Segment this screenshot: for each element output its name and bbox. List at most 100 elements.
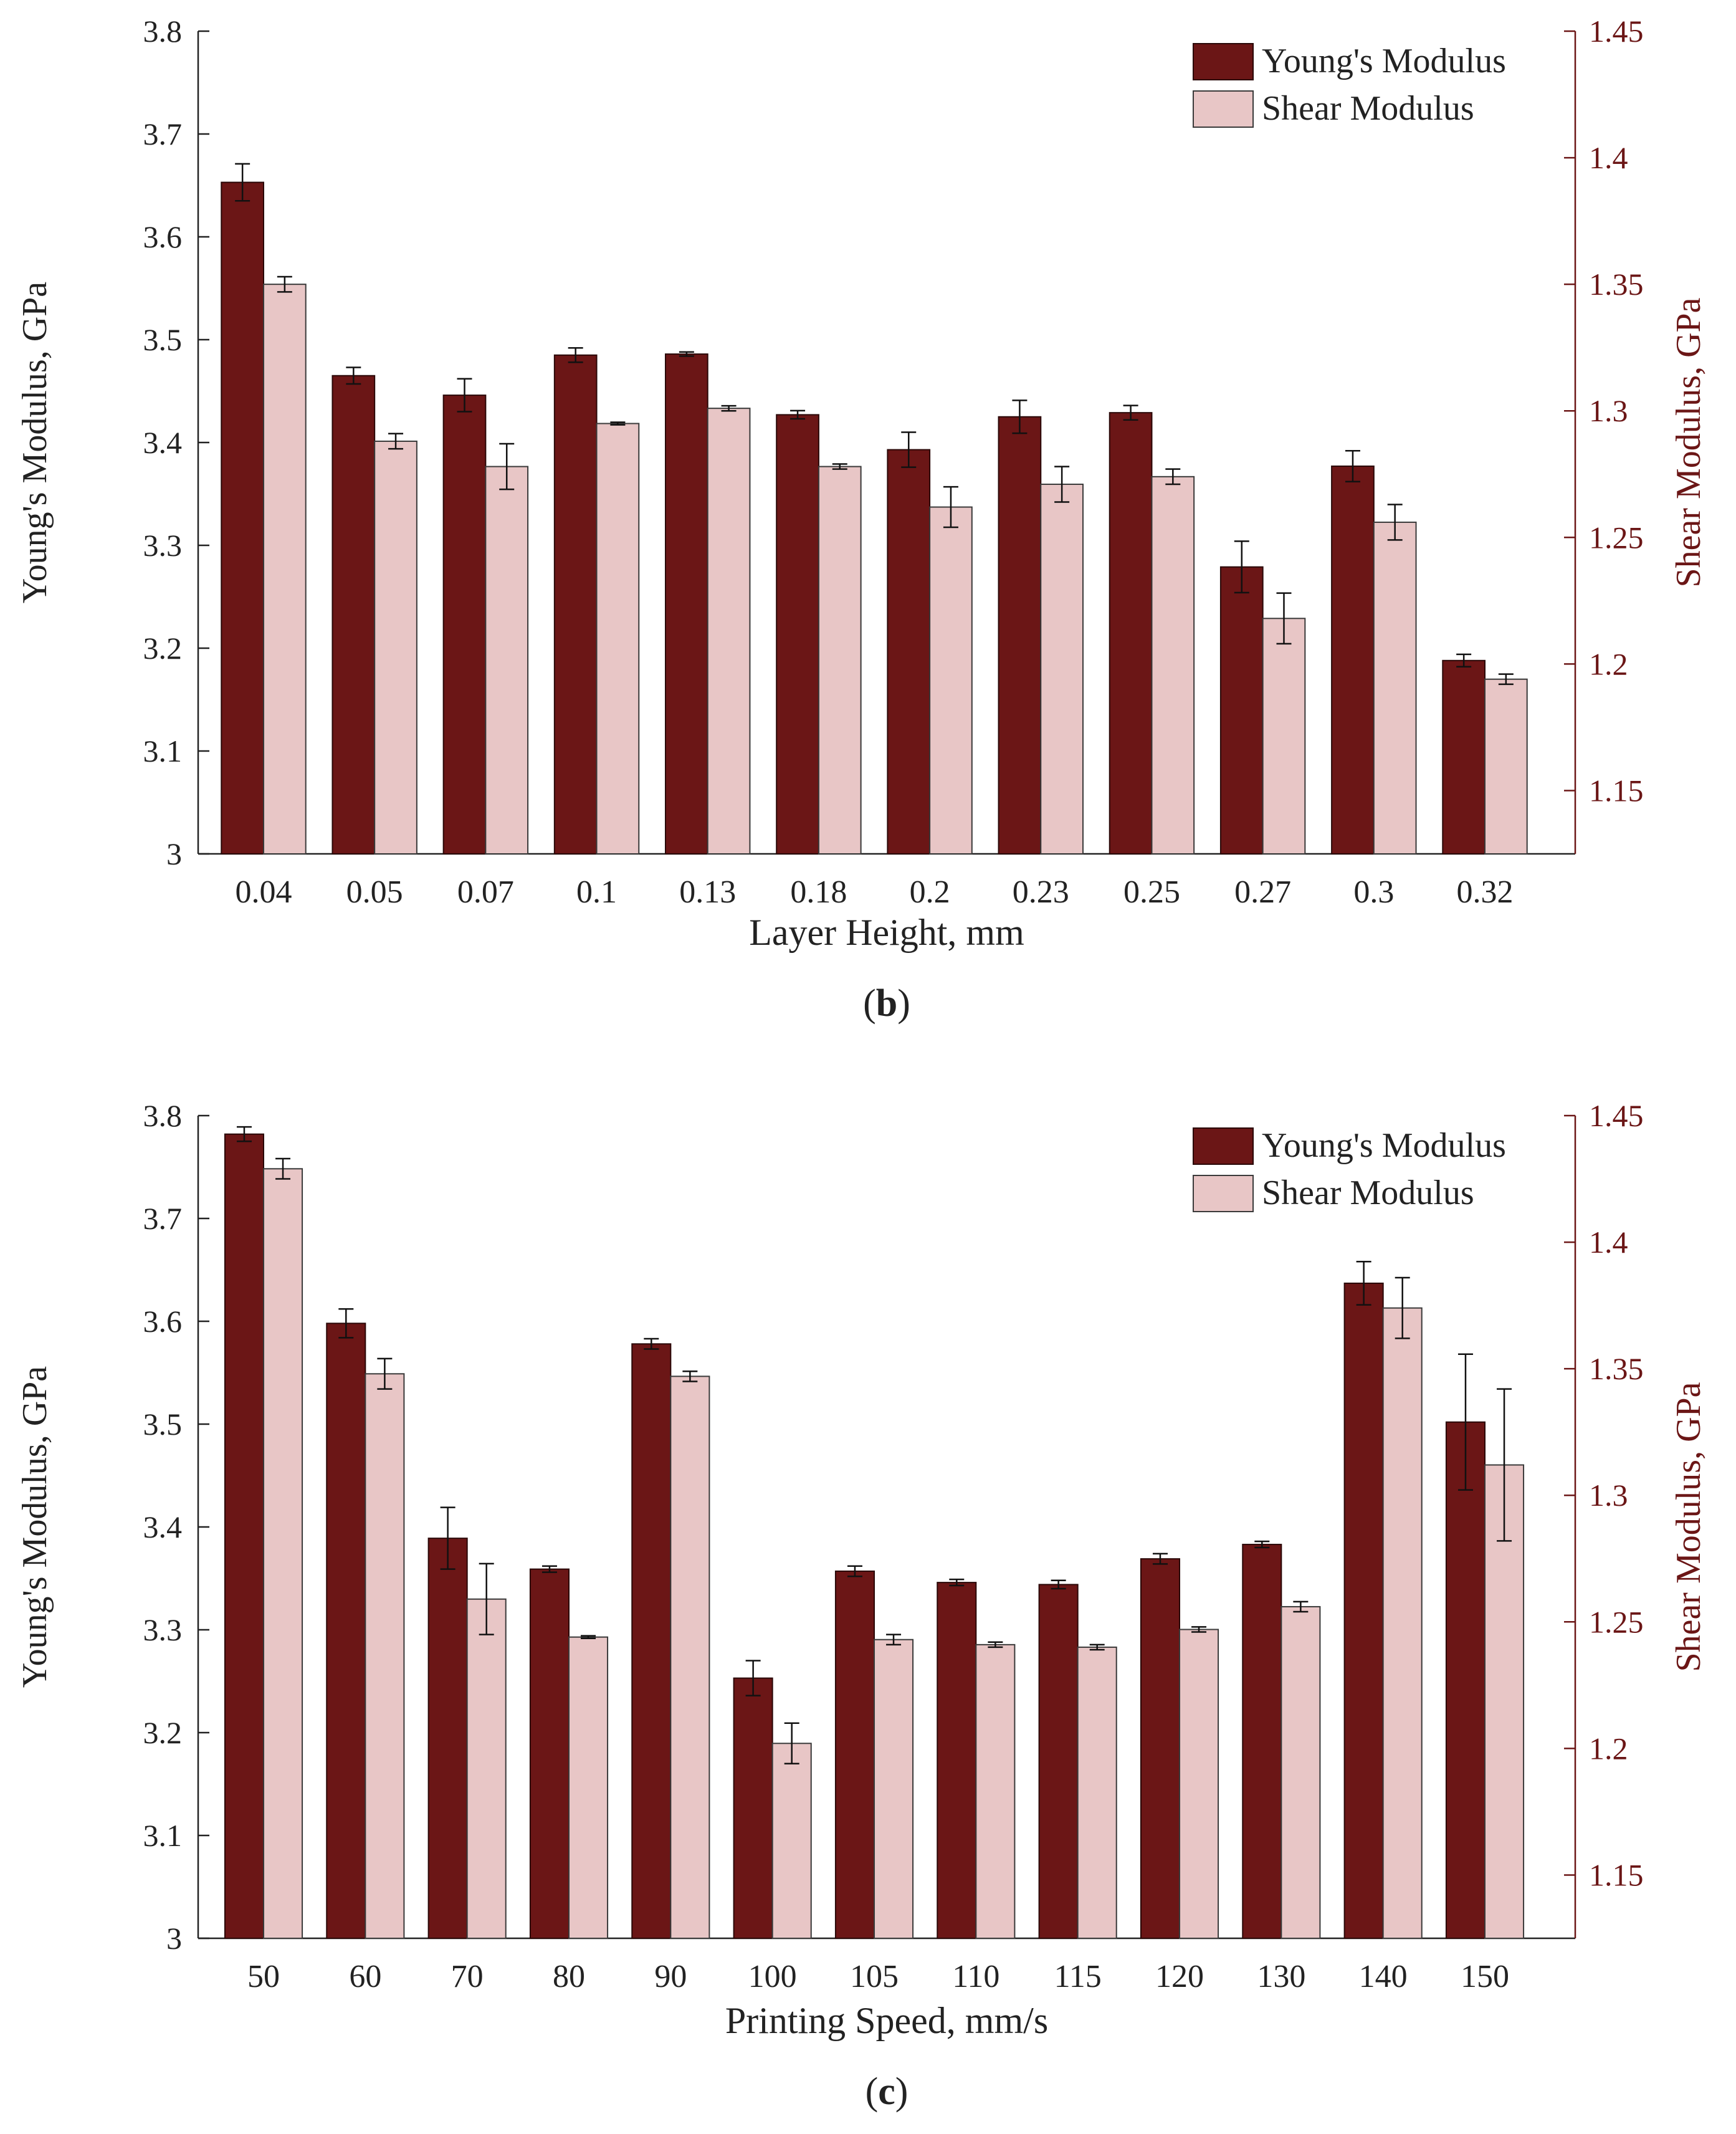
young-modulus-bar bbox=[733, 1677, 773, 1940]
shear-modulus-bar bbox=[670, 1376, 710, 1939]
x-tick-label: 115 bbox=[1054, 1959, 1102, 1994]
left-y-tick-label: 3.1 bbox=[143, 1818, 183, 1853]
x-tick-label: 150 bbox=[1461, 1959, 1509, 1994]
legend-label-shear-modulus: Shear Modulus bbox=[1262, 89, 1474, 128]
x-tick-label: 0.05 bbox=[346, 874, 403, 910]
young-modulus-bar bbox=[834, 1570, 875, 1939]
right-y-tick-label: 1.2 bbox=[1589, 1731, 1628, 1766]
right-y-tick-label: 1.15 bbox=[1589, 1857, 1644, 1892]
young-modulus-bar bbox=[776, 414, 819, 854]
shear-modulus-bar bbox=[365, 1373, 405, 1939]
x-tick-label: 80 bbox=[553, 1959, 585, 1994]
panel-label-letter: c bbox=[878, 2070, 895, 2113]
shear-modulus-bar bbox=[1373, 521, 1417, 854]
x-tick-label: 140 bbox=[1359, 1959, 1408, 1994]
young-modulus-bar bbox=[1442, 659, 1486, 855]
young-modulus-bar bbox=[631, 1343, 672, 1940]
x-tick-label: 110 bbox=[952, 1959, 999, 1994]
shear-modulus-bar bbox=[1382, 1307, 1423, 1940]
shear-modulus-bar bbox=[466, 1598, 507, 1940]
x-tick-label: 0.3 bbox=[1353, 874, 1394, 910]
left-y-tick-label: 3.6 bbox=[143, 219, 183, 254]
left-y-tick-label: 3.4 bbox=[143, 1510, 183, 1544]
young-modulus-bar bbox=[665, 353, 708, 854]
panel-label-open-paren: ( bbox=[866, 2070, 879, 2113]
right-y-tick-label: 1.3 bbox=[1589, 1478, 1628, 1513]
left-y-tick-label: 3.5 bbox=[143, 322, 183, 357]
right-y-tick-label: 1.35 bbox=[1589, 267, 1644, 302]
legend-swatch-young-modulus bbox=[1193, 1127, 1254, 1165]
panel-b-chart: 3 3.1 3.2 3.3 3.4 3.5 3.6 3.7 3.8 1.15 1.2 1.25 1.3 1… bbox=[16, 14, 1708, 1025]
legend-swatch-shear-modulus bbox=[1193, 90, 1254, 128]
shear-modulus-bar bbox=[1179, 1629, 1219, 1939]
panel-c-chart: 3 3.1 3.2 3.3 3.4 3.5 3.6 3.7 3.8 1.15 1.2 1.25 1.3 1… bbox=[16, 1098, 1708, 2113]
left-y-tick-label: 3 bbox=[166, 1921, 182, 1956]
right-y-tick-label: 1.25 bbox=[1589, 520, 1644, 555]
left-y-tick-label: 3.4 bbox=[143, 425, 183, 460]
right-y-tick-label: 1.15 bbox=[1589, 773, 1644, 808]
right-y-tick-label: 1.45 bbox=[1589, 14, 1644, 49]
legend-swatch-shear-modulus bbox=[1193, 1175, 1254, 1212]
x-tick-label: 0.1 bbox=[576, 874, 617, 910]
shear-modulus-bar bbox=[1151, 476, 1195, 854]
young-modulus-bar bbox=[1109, 412, 1153, 854]
x-tick-label: 0.2 bbox=[910, 874, 950, 910]
panel-label-close-paren: ) bbox=[897, 982, 910, 1025]
left-y-tick-label: 3.8 bbox=[143, 14, 183, 49]
right-y-axis-title: Shear Modulus, GPa bbox=[1669, 1382, 1708, 1672]
x-tick-label: 120 bbox=[1155, 1959, 1204, 1994]
right-y-axis-title: Shear Modulus, GPa bbox=[1669, 297, 1708, 587]
x-tick-label: 0.18 bbox=[790, 874, 847, 910]
x-tick-label: 70 bbox=[451, 1959, 484, 1994]
right-y-tick-label: 1.3 bbox=[1589, 393, 1628, 428]
x-axis-title: Layer Height, mm bbox=[749, 912, 1024, 953]
left-y-axis-title: Young's Modulus, GPa bbox=[16, 282, 54, 603]
young-modulus-bar bbox=[1331, 465, 1375, 854]
young-modulus-bar bbox=[998, 416, 1042, 854]
x-tick-label: 90 bbox=[654, 1959, 687, 1994]
x-tick-label: 0.07 bbox=[457, 874, 514, 910]
young-modulus-bar bbox=[442, 395, 487, 854]
x-tick-label: 0.23 bbox=[1013, 874, 1069, 910]
right-y-tick-label: 1.4 bbox=[1589, 1225, 1628, 1260]
shear-modulus-bar bbox=[929, 506, 973, 854]
x-tick-label: 0.27 bbox=[1234, 874, 1291, 910]
left-y-tick-label: 3.6 bbox=[143, 1304, 183, 1339]
shear-modulus-bar bbox=[874, 1639, 914, 1940]
young-modulus-bar bbox=[326, 1323, 366, 1940]
panel-label-open-paren: ( bbox=[863, 982, 876, 1025]
young-modulus-bar bbox=[1445, 1421, 1486, 1939]
young-modulus-bar bbox=[1343, 1282, 1384, 1939]
shear-modulus-bar bbox=[1484, 678, 1528, 855]
x-tick-label: 100 bbox=[748, 1959, 797, 1994]
right-y-tick-label: 1.4 bbox=[1589, 140, 1628, 175]
x-tick-label: 0.32 bbox=[1457, 874, 1514, 910]
shear-modulus-bar bbox=[1484, 1464, 1525, 1939]
young-modulus-bar bbox=[331, 375, 376, 854]
panel-label: (c) bbox=[866, 2070, 909, 2113]
right-y-tick-label: 1.35 bbox=[1589, 1351, 1644, 1386]
right-y-tick-label: 1.25 bbox=[1589, 1604, 1644, 1639]
x-tick-label: 50 bbox=[247, 1959, 280, 1994]
left-y-axis-title: Young's Modulus, GPa bbox=[16, 1366, 54, 1688]
legend-label-shear-modulus: Shear Modulus bbox=[1262, 1174, 1474, 1212]
x-tick-label: 0.25 bbox=[1123, 874, 1180, 910]
left-y-tick-label: 3.2 bbox=[143, 1715, 183, 1750]
young-modulus-bar bbox=[1038, 1584, 1079, 1939]
shear-modulus-bar bbox=[771, 1743, 812, 1939]
legend-swatch-young-modulus bbox=[1193, 43, 1254, 80]
young-modulus-bar bbox=[1242, 1544, 1282, 1940]
shear-modulus-bar bbox=[374, 440, 417, 854]
x-tick-label: 130 bbox=[1257, 1959, 1305, 1994]
shear-modulus-bar bbox=[818, 466, 862, 854]
young-modulus-bar bbox=[1140, 1558, 1181, 1939]
x-tick-label: 60 bbox=[349, 1959, 381, 1994]
left-y-tick-label: 3.8 bbox=[143, 1098, 183, 1133]
young-modulus-bar bbox=[937, 1582, 977, 1940]
shear-modulus-bar bbox=[1077, 1646, 1117, 1940]
shear-modulus-bar bbox=[1040, 484, 1084, 854]
left-y-tick-label: 3.3 bbox=[143, 528, 183, 563]
young-modulus-bar bbox=[427, 1538, 468, 1939]
left-y-tick-label: 3.2 bbox=[143, 631, 183, 666]
